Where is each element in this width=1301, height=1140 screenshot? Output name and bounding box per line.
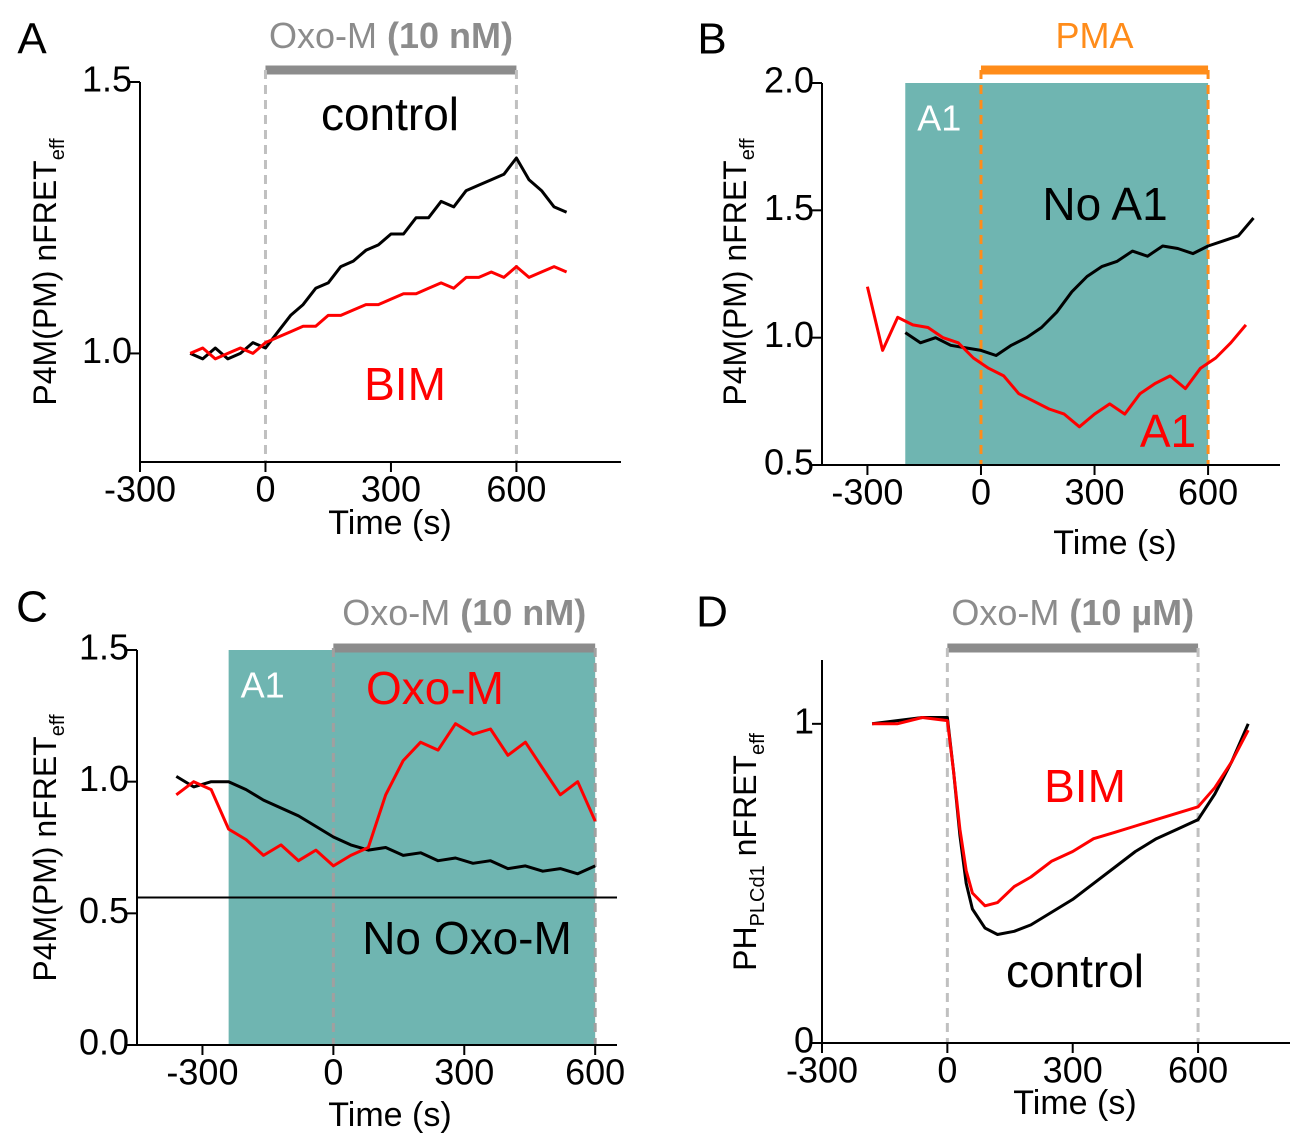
shaded-region: [905, 83, 1209, 465]
y-axis-title-subscript: eff: [47, 138, 69, 160]
x-tick-label: -300: [786, 1050, 858, 1091]
panel-letter: B: [697, 15, 726, 64]
y-axis-title: P4M(PM) nFRETeff: [27, 138, 69, 406]
y-tick-label: 1.5: [82, 59, 132, 100]
x-tick-label: 300: [361, 469, 421, 510]
series-label: A1: [1140, 405, 1196, 457]
y-axis-title-subscript: eff: [747, 733, 769, 755]
series-label: BIM: [1044, 760, 1126, 812]
y-axis-title-part: P4M(PM) nFRET: [717, 160, 753, 405]
x-tick-label: -300: [831, 472, 903, 513]
y-tick-label: 0: [794, 1020, 814, 1061]
panel-letter: C: [16, 583, 48, 632]
series-label: control: [1006, 945, 1144, 997]
x-tick-label: 600: [1168, 1050, 1228, 1091]
series-line: [871, 716, 1250, 936]
y-tick-label: 1: [794, 700, 814, 741]
treatment-label: Oxo-M (10 nM): [269, 15, 513, 56]
y-axis-title-part: P4M(PM) nFRET: [27, 736, 63, 981]
treatment-name: Oxo-M: [269, 15, 377, 56]
series-line: [872, 716, 1250, 908]
series-label: Oxo-M: [366, 662, 504, 714]
shade-label: A1: [241, 665, 285, 706]
x-tick-label: 600: [565, 1052, 625, 1093]
y-tick-label: 1.0: [764, 314, 814, 355]
y-axis-title-subscript: PLCd1: [747, 865, 769, 926]
x-axis-title: Time (s): [1053, 524, 1176, 562]
y-tick-label: 1.5: [764, 187, 814, 228]
x-tick-label: 300: [434, 1052, 494, 1093]
series-line: [175, 722, 597, 868]
x-tick-label: 600: [1178, 472, 1238, 513]
x-tick-label: 600: [486, 469, 546, 510]
x-axis-title: Time (s): [328, 1096, 451, 1134]
y-tick-label: 0.5: [764, 442, 814, 483]
y-tick-label: 1.0: [82, 330, 132, 371]
series-line: [189, 265, 568, 361]
y-axis-title-part: P4M(PM) nFRET: [27, 160, 63, 405]
panel: C A1 Oxo-M (10 nM) No Oxo-M Oxo-M 0.0 0.5 1.0 1.…: [16, 583, 625, 1134]
x-axis-title: Time (s): [328, 504, 451, 542]
y-axis-title: PHPLCd1 nFRETeff: [727, 733, 769, 971]
series-label: BIM: [364, 358, 446, 410]
y-axis-title: P4M(PM) nFRETeff: [717, 138, 759, 406]
treatment-label: Oxo-M (10 nM): [342, 592, 586, 633]
series-label: control: [321, 88, 459, 140]
shaded-region: [228, 650, 596, 1045]
y-axis-title-subscript: eff: [737, 138, 759, 160]
shade-label: A1: [917, 98, 961, 139]
x-tick-label: 0: [971, 472, 991, 513]
y-axis-title-subscript: eff: [47, 714, 69, 736]
x-tick-label: 300: [1064, 472, 1124, 513]
treatment-dose: (10 nM): [387, 15, 513, 56]
x-tick-label: 300: [1043, 1050, 1103, 1091]
series-line: [189, 156, 568, 361]
x-tick-label: 0: [323, 1052, 343, 1093]
panel-letter: D: [696, 588, 728, 637]
y-axis-title-part: nFRET: [727, 755, 763, 865]
y-tick-label: 2.0: [764, 60, 814, 101]
treatment-name: Oxo-M: [342, 592, 450, 633]
x-axis-title: Time (s): [1013, 1084, 1136, 1122]
y-tick-label: 0.0: [79, 1022, 129, 1063]
y-tick-label: 1.5: [79, 627, 129, 668]
treatment-dose: (10 nM): [460, 592, 586, 633]
treatment-dose: (10 µM): [1069, 592, 1194, 633]
panel: A Oxo-M (10 nM) control BIM 1.0 1.5 -300 0 300 60…: [17, 15, 621, 542]
y-tick-label: 1.0: [79, 758, 129, 799]
series-label: No Oxo-M: [362, 912, 572, 964]
panel: B A1 PMA No A1 A1 0.5 1.0 1.5 2.0 -300 0 300 600Time…: [697, 15, 1280, 562]
treatment-label: Oxo-M (10 µM): [951, 592, 1194, 633]
y-tick-label: 0.5: [79, 890, 129, 931]
series-line: [865, 286, 1248, 429]
series-line: [175, 775, 596, 876]
x-tick-label: 0: [255, 469, 275, 510]
panel-letter: A: [17, 15, 47, 64]
x-tick-label: -300: [104, 469, 176, 510]
y-axis-title: P4M(PM) nFRETeff: [27, 714, 69, 982]
treatment-label: PMA: [1056, 15, 1134, 56]
series-label: No A1: [1042, 178, 1167, 230]
x-tick-label: 0: [937, 1050, 957, 1091]
treatment-name: Oxo-M: [951, 592, 1059, 633]
y-axis-title-part: PH: [727, 926, 763, 970]
x-tick-label: -300: [166, 1052, 238, 1093]
treatment-name: PMA: [1056, 15, 1134, 56]
